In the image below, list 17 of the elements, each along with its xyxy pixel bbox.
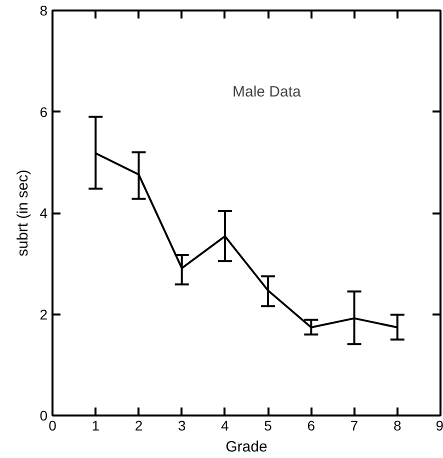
x-tick-label: 3: [178, 418, 186, 434]
x-axis-title: Grade: [226, 438, 268, 456]
y-tick-label: 6: [40, 104, 48, 120]
x-tick-label: 8: [393, 418, 402, 434]
y-tick-label: 2: [40, 306, 48, 322]
x-tick-label: 7: [350, 418, 358, 434]
x-tick-label: 9: [436, 418, 443, 434]
x-tick-label: 6: [307, 418, 316, 434]
x-tick-label: 5: [264, 418, 272, 434]
y-axis-title: subrt (in sec): [14, 170, 32, 256]
x-tick-label: 1: [92, 418, 100, 434]
y-tick-label: 8: [40, 2, 48, 18]
x-tick-label: 4: [221, 418, 230, 434]
y-tick-label: 4: [40, 205, 48, 221]
x-tick-label: 2: [134, 418, 143, 434]
annotation: Male Data: [232, 84, 302, 100]
y-tick-label: 0: [40, 408, 48, 424]
